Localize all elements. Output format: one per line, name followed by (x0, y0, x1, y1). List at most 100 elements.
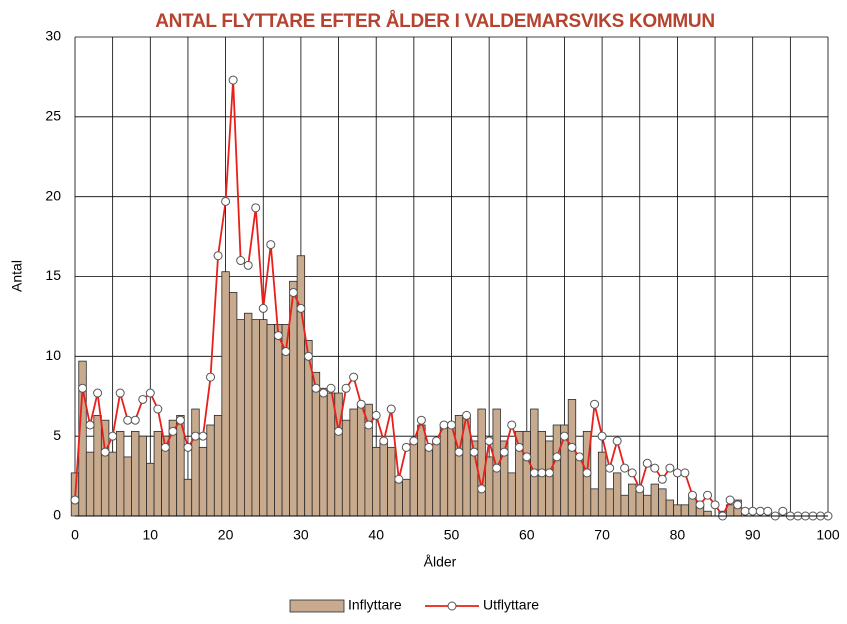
marker (462, 410, 472, 420)
x-tick-label: 100 (816, 527, 840, 543)
marker (733, 500, 743, 510)
bar (131, 430, 140, 517)
marker (582, 468, 592, 478)
marker (206, 372, 216, 382)
marker (311, 383, 321, 393)
marker (439, 420, 449, 430)
bar (658, 488, 667, 517)
marker (424, 442, 434, 452)
marker (748, 506, 758, 516)
x-tick-label: 90 (745, 527, 761, 543)
marker (273, 331, 283, 341)
marker (514, 442, 524, 452)
marker (371, 410, 381, 420)
marker (416, 415, 426, 425)
bar (198, 446, 208, 517)
marker (409, 436, 419, 446)
bar (673, 504, 682, 517)
bar (643, 494, 652, 517)
y-tick-label: 0 (53, 507, 61, 523)
marker (266, 240, 276, 250)
marker (153, 404, 163, 414)
bar (439, 424, 449, 517)
marker (710, 500, 720, 510)
y-axis-label: Antal (9, 260, 25, 292)
marker (454, 447, 464, 457)
bar (680, 504, 690, 517)
bar (206, 424, 215, 517)
marker (168, 426, 178, 436)
bar (394, 478, 403, 517)
y-tick-label: 15 (45, 267, 61, 283)
bar (628, 483, 637, 517)
bar (477, 408, 486, 517)
marker (499, 447, 509, 457)
marker (243, 260, 253, 270)
bar (620, 494, 629, 517)
marker (447, 420, 456, 430)
marker (364, 420, 374, 430)
x-tick-label: 10 (143, 527, 159, 543)
marker (507, 420, 517, 430)
bar (545, 440, 554, 517)
marker (597, 431, 607, 441)
bar (522, 430, 531, 517)
y-tick-label: 10 (45, 347, 61, 363)
bar (191, 408, 200, 517)
marker (145, 388, 155, 398)
bar (605, 488, 614, 517)
x-tick-label: 50 (444, 527, 460, 543)
y-tick-label: 25 (45, 108, 61, 124)
marker (251, 203, 261, 213)
bar (108, 451, 117, 517)
bar (432, 440, 441, 517)
bar (228, 292, 238, 517)
marker (590, 399, 600, 409)
marker (778, 506, 788, 516)
marker (672, 468, 682, 478)
marker (356, 399, 366, 409)
marker (477, 484, 487, 494)
marker (605, 463, 615, 473)
marker (401, 442, 411, 452)
marker (281, 347, 291, 357)
marker (612, 436, 622, 446)
bar (484, 456, 494, 517)
marker (559, 431, 569, 441)
marker (228, 75, 238, 85)
marker (138, 394, 148, 404)
bar (341, 419, 351, 517)
bar (93, 415, 102, 517)
marker (755, 506, 765, 516)
x-tick-label: 20 (218, 527, 234, 543)
bar (424, 446, 434, 517)
marker (78, 383, 88, 393)
x-tick-label: 40 (368, 527, 384, 543)
x-axis-label: Ålder (424, 554, 457, 570)
x-tick-label: 70 (594, 527, 610, 543)
bar (116, 430, 125, 517)
marker (627, 468, 637, 478)
marker (115, 388, 125, 398)
marker (236, 256, 246, 266)
marker (687, 490, 697, 500)
marker (537, 468, 547, 478)
bar (665, 499, 675, 517)
bar (650, 483, 659, 517)
marker (492, 463, 502, 473)
bar (356, 403, 366, 517)
marker (544, 468, 554, 478)
marker (198, 431, 208, 441)
marker (431, 436, 441, 446)
x-tick-label: 30 (293, 527, 309, 543)
marker (567, 442, 577, 452)
bar (236, 319, 245, 517)
marker (379, 436, 389, 446)
marker (183, 442, 193, 452)
bar (221, 271, 230, 517)
marker (740, 506, 750, 516)
marker (695, 500, 705, 510)
bar (153, 430, 162, 517)
marker (394, 474, 404, 484)
bar (311, 371, 321, 517)
